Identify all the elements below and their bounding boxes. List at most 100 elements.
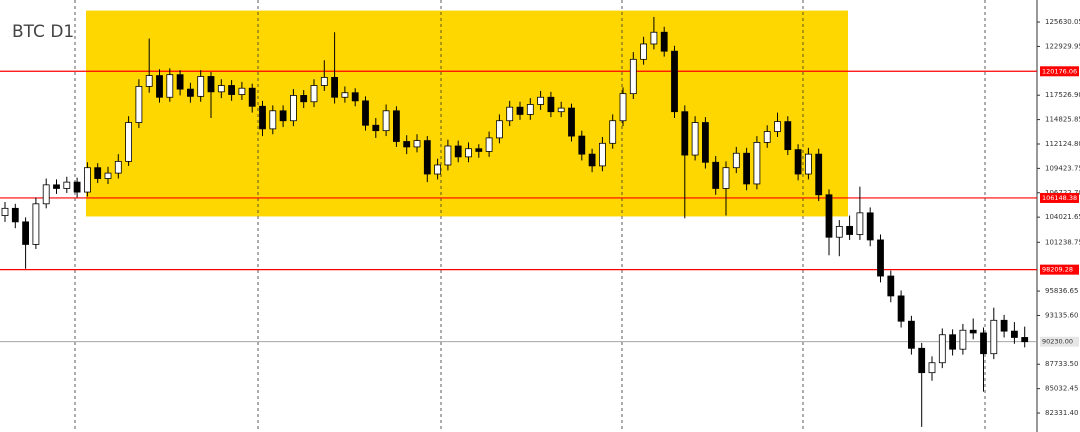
candle-body [794, 149, 802, 175]
candle-body [444, 145, 452, 166]
candle-body [42, 184, 50, 205]
candle-body [269, 110, 277, 130]
candle-body [11, 207, 19, 223]
level-label: 98209.28 [1042, 266, 1073, 274]
candle-body [341, 92, 349, 98]
level-label-bg [1040, 192, 1079, 203]
candle-body [392, 110, 400, 142]
candle-body [279, 110, 287, 122]
candle-body [691, 122, 699, 156]
candle-body [238, 87, 246, 95]
candle-body [866, 212, 874, 241]
candle-body [1000, 319, 1008, 332]
candle-body [640, 43, 647, 60]
candle-body [73, 181, 81, 193]
candle-body [712, 161, 720, 189]
y-tick-label: 122929.95 [1045, 42, 1080, 50]
candle-body [784, 121, 792, 151]
candle-body [32, 203, 40, 245]
candle-body [423, 140, 431, 175]
current-price-label-bg [1040, 336, 1079, 347]
y-tick-label: 104021.65 [1045, 213, 1080, 221]
candle-body [403, 141, 411, 148]
candle-body [959, 329, 967, 350]
y-tick-label: 87733.50 [1045, 360, 1078, 368]
candle-body [722, 167, 730, 189]
current-price-label: 90230.00 [1042, 338, 1073, 346]
candle-body [217, 85, 225, 93]
time-separators [74, 0, 986, 432]
y-tick-label: 112124.80 [1045, 140, 1080, 148]
y-tick-label: 114825.85 [1045, 116, 1080, 124]
candle-body [197, 76, 205, 97]
candle-body [599, 142, 606, 167]
candle-body [949, 334, 956, 350]
candle-body [114, 160, 122, 174]
candle-body [753, 142, 761, 185]
candle-body [660, 31, 668, 52]
candle-body [84, 167, 91, 193]
candle-body [743, 152, 750, 185]
level-label-bg [1040, 264, 1079, 275]
candle-body [465, 148, 472, 158]
candle-body [351, 92, 359, 102]
candle-body [578, 135, 586, 155]
candle-body [454, 145, 462, 158]
candle-body [248, 87, 256, 107]
candle-body [526, 104, 534, 115]
y-tick-label: 109423.75 [1045, 164, 1080, 172]
candle-body [104, 172, 112, 179]
candle-body [1021, 337, 1029, 343]
candle-body [53, 184, 60, 189]
candle-body [310, 85, 318, 103]
y-tick-label: 95836.65 [1045, 287, 1078, 295]
candle-body [434, 164, 442, 175]
candle-body [372, 124, 380, 132]
candle-body [856, 212, 864, 235]
candle-body [557, 107, 565, 113]
candle-body [588, 153, 596, 167]
candle-body [259, 105, 266, 130]
zone [86, 10, 848, 217]
candle-body [516, 106, 524, 115]
candle-body [671, 50, 678, 113]
candle-body [805, 153, 812, 175]
candle-body [763, 131, 771, 143]
candle-body [475, 148, 483, 152]
candle-body [609, 120, 617, 144]
candle-body [887, 275, 895, 297]
level-label-bg [1040, 66, 1079, 77]
candle-body [63, 181, 71, 189]
candle-body [362, 100, 369, 126]
y-tick-label: 106722.70 [1045, 189, 1080, 197]
candle-body [897, 295, 905, 322]
candle-body [774, 121, 781, 132]
candle-body [980, 332, 987, 355]
candle-body [413, 140, 421, 148]
candle-body [835, 225, 843, 238]
candle-body [207, 76, 215, 93]
candle-body [918, 347, 926, 374]
candle-body [1011, 330, 1018, 338]
candle-body [506, 106, 514, 122]
candle-body [186, 88, 194, 97]
candle-body [732, 152, 740, 169]
candle-body [568, 107, 575, 137]
y-tick-label: 117526.90 [1045, 91, 1080, 99]
y-tick-label: 101238.75 [1045, 238, 1080, 246]
candle-body [928, 362, 936, 374]
candle-body [331, 76, 339, 98]
candle-body [125, 122, 132, 162]
candle-body [495, 120, 503, 139]
candle-body [228, 85, 236, 95]
y-tick-label: 82331.40 [1045, 409, 1078, 417]
y-tick-label: 85032.45 [1045, 385, 1078, 393]
candle-body [94, 167, 102, 179]
candle-body [908, 320, 915, 349]
y-tick-label: 93135.60 [1045, 311, 1078, 319]
candle-body [537, 96, 544, 105]
candle-body [846, 225, 853, 235]
candle-body [815, 153, 823, 196]
candle-body [619, 93, 627, 122]
